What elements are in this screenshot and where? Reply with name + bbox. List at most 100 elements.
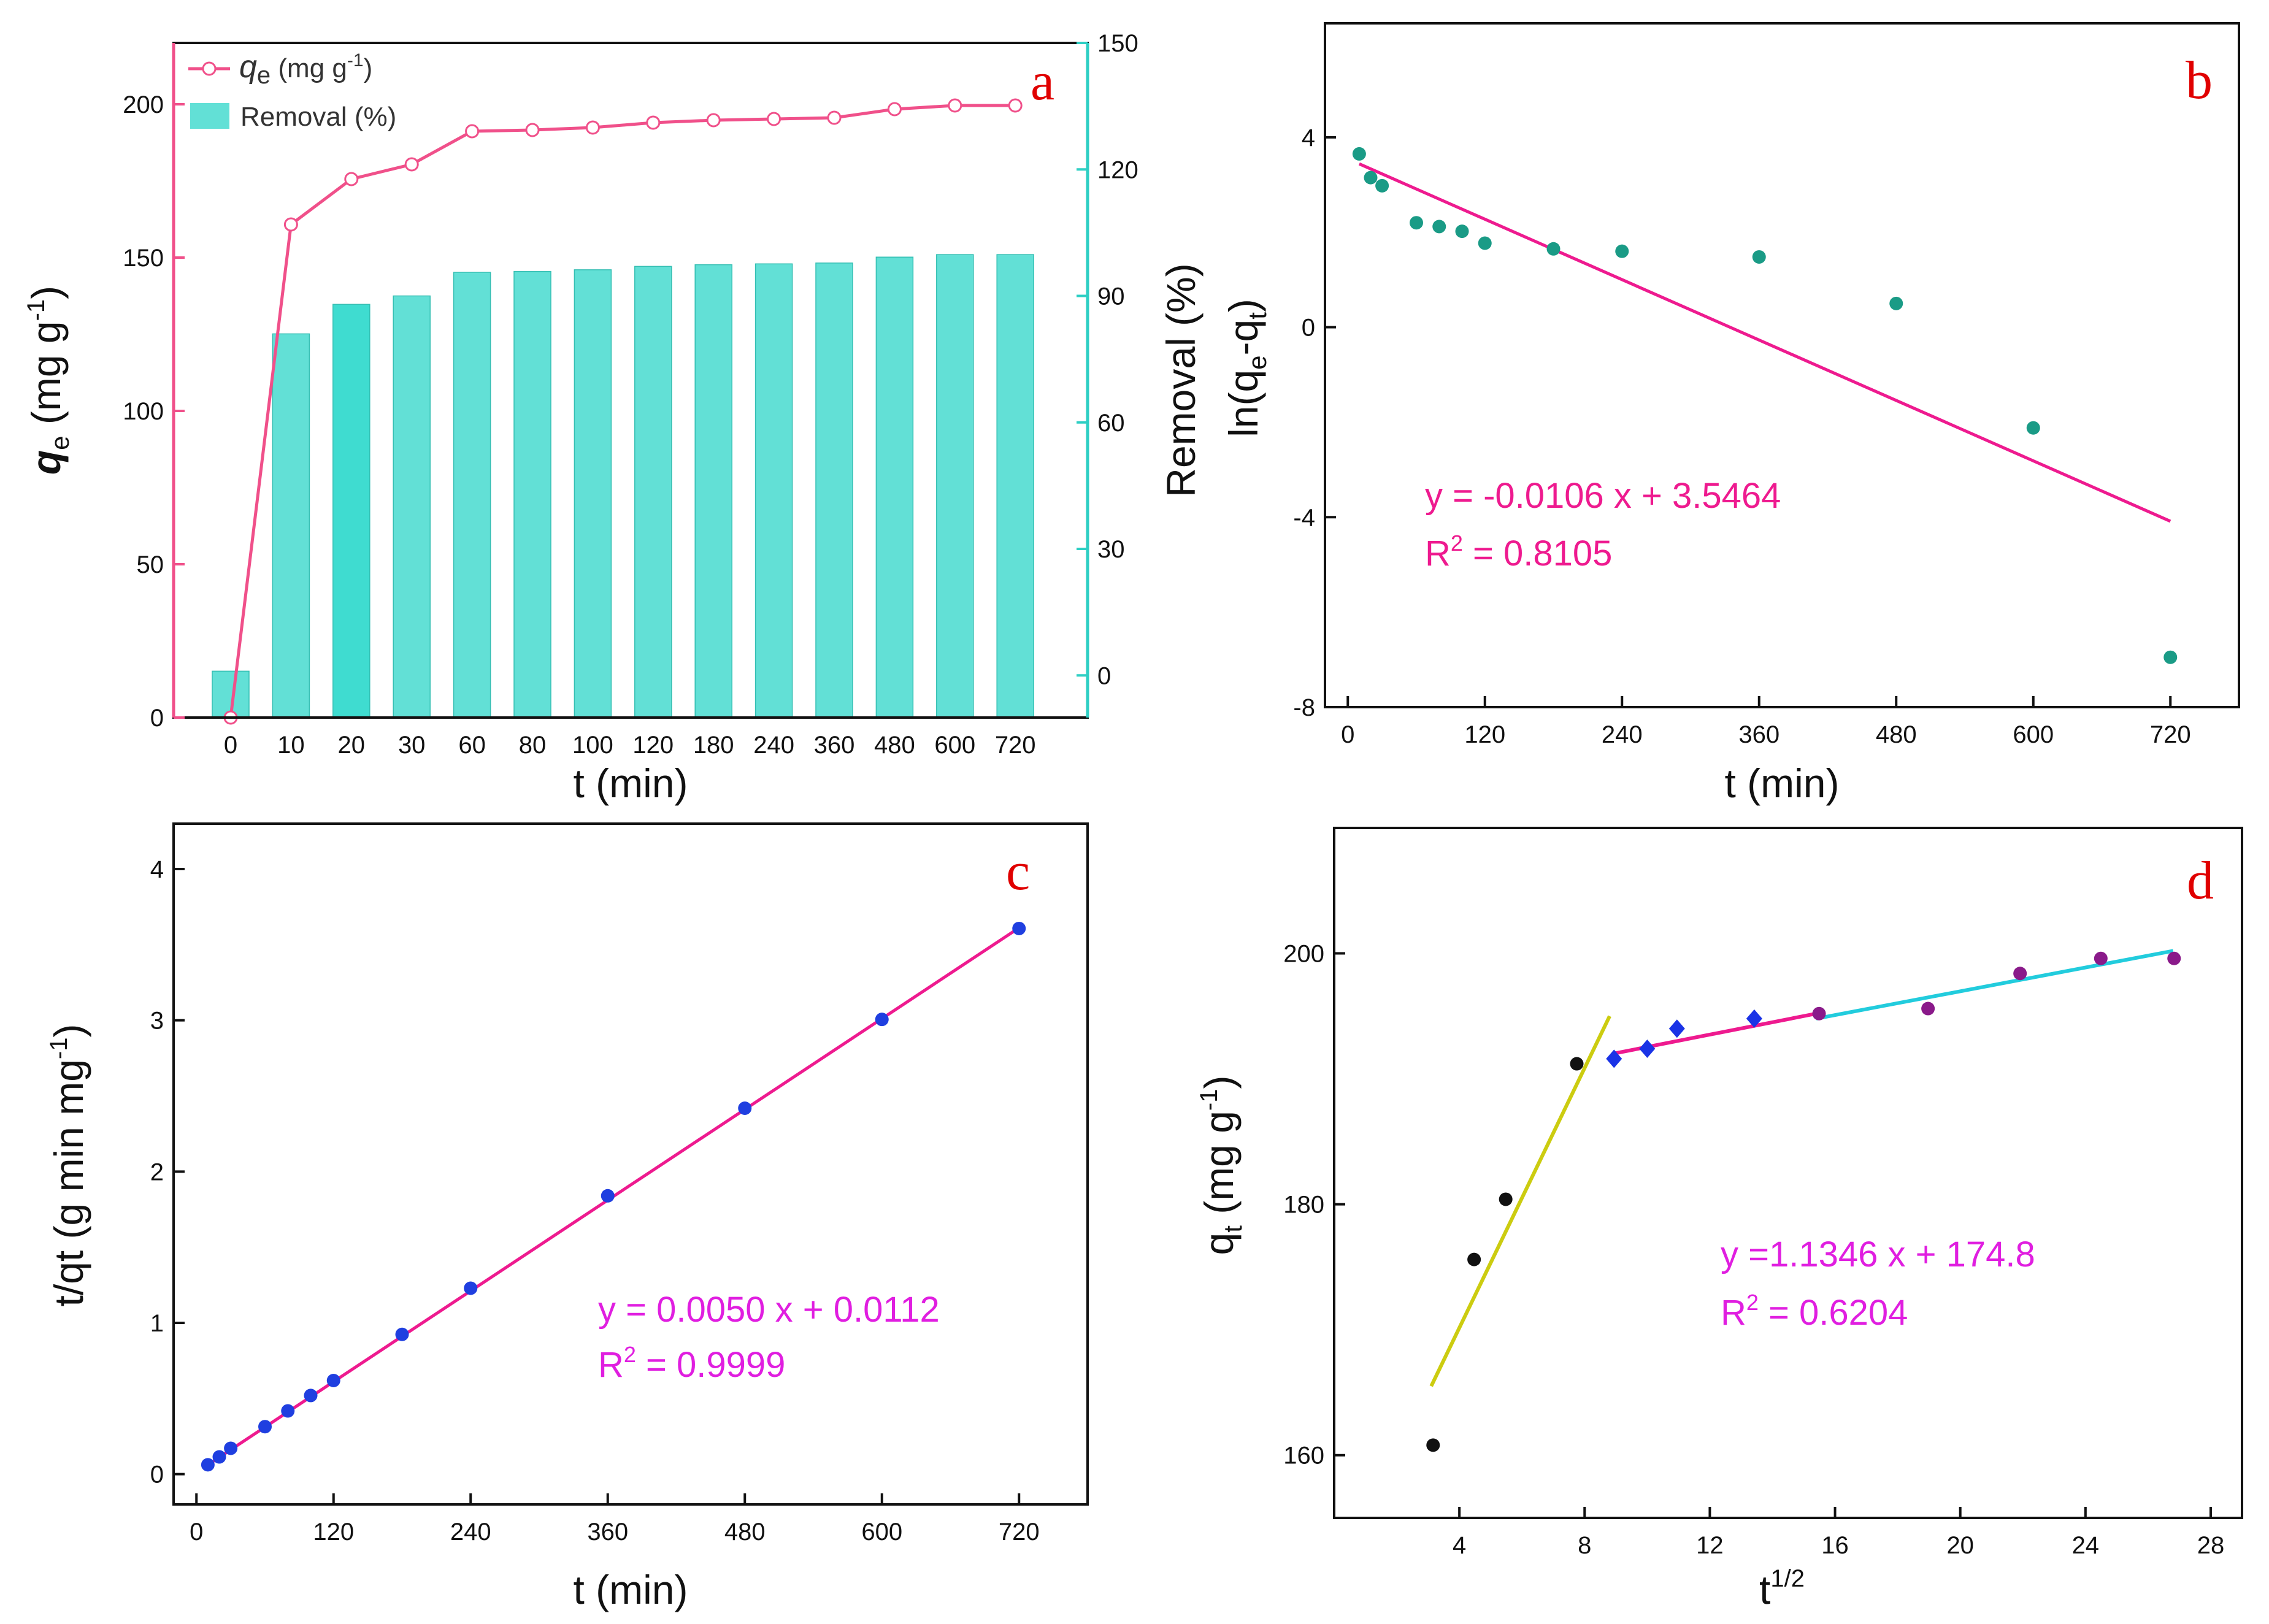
- c-y-tick-label: 2: [150, 1159, 164, 1185]
- panel-a-xlabel: t (min): [574, 760, 688, 806]
- qe-point-600: [948, 98, 962, 113]
- panel-b-ylabel: ln(qe-qt): [1221, 299, 1272, 437]
- panel-b-frame: [1324, 22, 2240, 708]
- a-right-tick-label: 150: [1097, 30, 1138, 57]
- panel-a-right-ticks: 0 30 60 90 120 150: [1077, 30, 1138, 689]
- panel-c-points: [201, 921, 1026, 1472]
- a-left-tick-label: 50: [137, 551, 164, 578]
- removal-bar-30: [393, 295, 431, 718]
- removal-bar-600: [936, 254, 974, 718]
- removal-bar-100: [574, 269, 612, 718]
- c-point-360: [601, 1189, 615, 1203]
- a-x-tick-label: 120: [632, 732, 674, 759]
- qe-point-60: [465, 124, 480, 139]
- panel-b-equation: y = -0.0106 x + 3.5464: [1425, 476, 1781, 516]
- b-point-120: [1478, 236, 1492, 250]
- b-y-tick-label: 4: [1302, 124, 1315, 151]
- qe-point-480: [887, 102, 902, 117]
- panel-c-letter: c: [1006, 842, 1030, 902]
- b-point-360: [1752, 250, 1766, 264]
- panel-a-qe-line: [229, 104, 1016, 718]
- b-x-tick-label: 600: [2013, 721, 2054, 748]
- panel-d-x-ticks: 4 8 12 16 20 24 28: [1453, 1507, 2224, 1559]
- b-x-tick-label: 0: [1341, 721, 1354, 748]
- panel-c-r2: R2 = 0.9999: [598, 1342, 785, 1385]
- d-x-tick-label: 4: [1453, 1532, 1466, 1559]
- d-point-stage1: [1426, 1438, 1440, 1452]
- d-fit-line-1: [1429, 1015, 1611, 1387]
- qe-point-80: [525, 123, 540, 137]
- removal-bar-60: [453, 272, 491, 718]
- c-y-tick-label: 3: [150, 1008, 164, 1035]
- c-x-tick-label: 240: [450, 1519, 491, 1545]
- b-point-30: [1375, 178, 1389, 193]
- b-point-100: [1455, 224, 1469, 239]
- d-point-stage2: [1746, 1009, 1762, 1028]
- d-point-stage3: [2013, 967, 2027, 981]
- panel-a-letter: a: [1031, 52, 1054, 112]
- d-point-stage3: [1921, 1002, 1935, 1016]
- b-y-tick-label: 0: [1302, 315, 1315, 342]
- qe-point-30: [404, 157, 419, 172]
- removal-bar-20: [332, 304, 370, 718]
- a-x-tick-label: 80: [519, 732, 547, 759]
- c-x-tick-label: 120: [313, 1519, 354, 1545]
- b-x-tick-label: 360: [1738, 721, 1779, 748]
- c-point-30: [224, 1441, 238, 1455]
- a-x-tick-label: 60: [458, 732, 486, 759]
- removal-bar-180: [694, 264, 732, 718]
- b-x-tick-label: 120: [1464, 721, 1505, 748]
- d-point-stage2: [1668, 1019, 1685, 1038]
- panel-a-left-ylabel: qe (mg g-1): [23, 286, 74, 475]
- panel-c-equation: y = 0.0050 x + 0.0112: [598, 1290, 940, 1330]
- panel-b-fit-line: [1358, 162, 2171, 523]
- c-point-600: [875, 1013, 889, 1027]
- a-x-tick-label: 720: [995, 732, 1036, 759]
- panel-a-x-ticks: 0 10 20 30 60 80 100 120 180 240 360 480 600 720: [224, 732, 1036, 759]
- d-x-tick-label: 20: [1946, 1532, 1974, 1559]
- a-right-tick-label: 120: [1097, 156, 1138, 183]
- b-x-tick-label: 720: [2150, 721, 2191, 748]
- b-x-tick-label: 240: [1602, 721, 1643, 748]
- c-point-480: [738, 1101, 752, 1115]
- panel-b-y-ticks: -8 -4 0 4: [1293, 124, 1336, 721]
- panel-b: -8 -4 0 4 0 120 240 360 480 600 720 t (min) ln(qe…: [1221, 22, 2240, 806]
- removal-bar-360: [815, 262, 853, 718]
- panel-d-equation: y =1.1346 x + 174.8: [1721, 1235, 2035, 1274]
- c-x-tick-label: 600: [861, 1519, 902, 1545]
- panel-d-ylabel: qt (mg g-1): [1196, 1076, 1247, 1255]
- d-x-tick-label: 28: [2197, 1532, 2225, 1559]
- c-x-tick-label: 720: [999, 1519, 1040, 1545]
- c-y-tick-label: 0: [150, 1461, 164, 1488]
- a-x-tick-label: 100: [572, 732, 613, 759]
- c-point-10: [201, 1458, 215, 1472]
- b-point-10: [1352, 147, 1366, 161]
- removal-bar-480: [875, 256, 914, 718]
- panel-d-r2: R2 = 0.6204: [1721, 1290, 1908, 1333]
- panel-d-letter: d: [2187, 851, 2214, 911]
- panel-a: 0 50 100 150 200 0 30 60 90 120 150 0 10 20 30 60 80 10…: [23, 30, 1204, 806]
- a-x-tick-label: 180: [693, 732, 734, 759]
- b-point-600: [2026, 421, 2040, 435]
- c-point-240: [464, 1281, 478, 1295]
- a-x-tick-label: 0: [224, 732, 237, 759]
- removal-bar-120: [634, 266, 672, 718]
- legend-removal-swatch: [190, 103, 229, 129]
- d-fit-line-3: [1816, 949, 2174, 1021]
- c-point-720: [1012, 921, 1026, 935]
- qe-point-20: [344, 172, 359, 186]
- b-y-tick-label: -8: [1293, 694, 1315, 721]
- b-point-180: [1546, 242, 1561, 256]
- b-point-720: [2163, 650, 2178, 664]
- d-y-tick-label: 180: [1283, 1192, 1324, 1219]
- panel-c-x-ticks: 0 120 240 360 480 600 720: [190, 1493, 1040, 1545]
- d-x-tick-label: 8: [1578, 1532, 1591, 1559]
- d-point-stage2: [1639, 1040, 1656, 1058]
- panel-d-frame: [1333, 827, 2243, 1519]
- a-left-tick-label: 200: [123, 91, 164, 118]
- a-right-tick-label: 30: [1097, 536, 1125, 563]
- c-point-180: [395, 1327, 409, 1341]
- a-x-tick-label: 240: [753, 732, 794, 759]
- c-point-20: [212, 1450, 226, 1464]
